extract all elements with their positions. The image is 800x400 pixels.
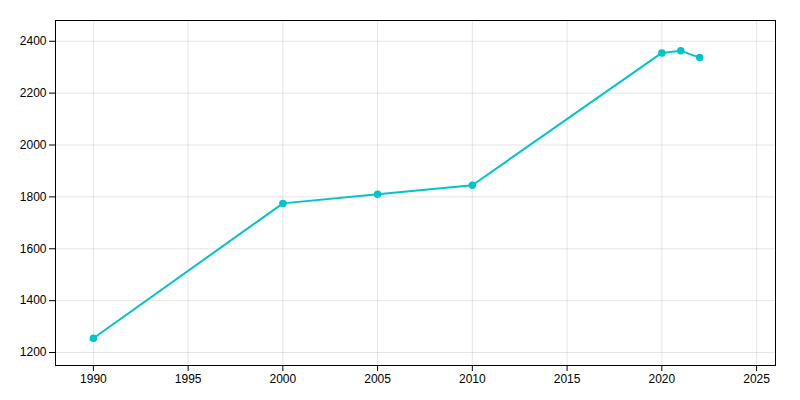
svg-text:1800: 1800 (20, 190, 47, 204)
svg-text:1600: 1600 (20, 242, 47, 256)
svg-text:2005: 2005 (364, 372, 391, 386)
svg-text:1995: 1995 (175, 372, 202, 386)
svg-text:2025: 2025 (743, 372, 770, 386)
svg-text:2200: 2200 (20, 86, 47, 100)
svg-text:2000: 2000 (20, 138, 47, 152)
svg-text:2000: 2000 (270, 372, 297, 386)
svg-text:2020: 2020 (648, 372, 675, 386)
svg-text:2400: 2400 (20, 34, 47, 48)
svg-text:1990: 1990 (80, 372, 107, 386)
svg-text:1400: 1400 (20, 293, 47, 307)
svg-text:2015: 2015 (554, 372, 581, 386)
svg-text:2010: 2010 (459, 372, 486, 386)
svg-text:1200: 1200 (20, 345, 47, 359)
